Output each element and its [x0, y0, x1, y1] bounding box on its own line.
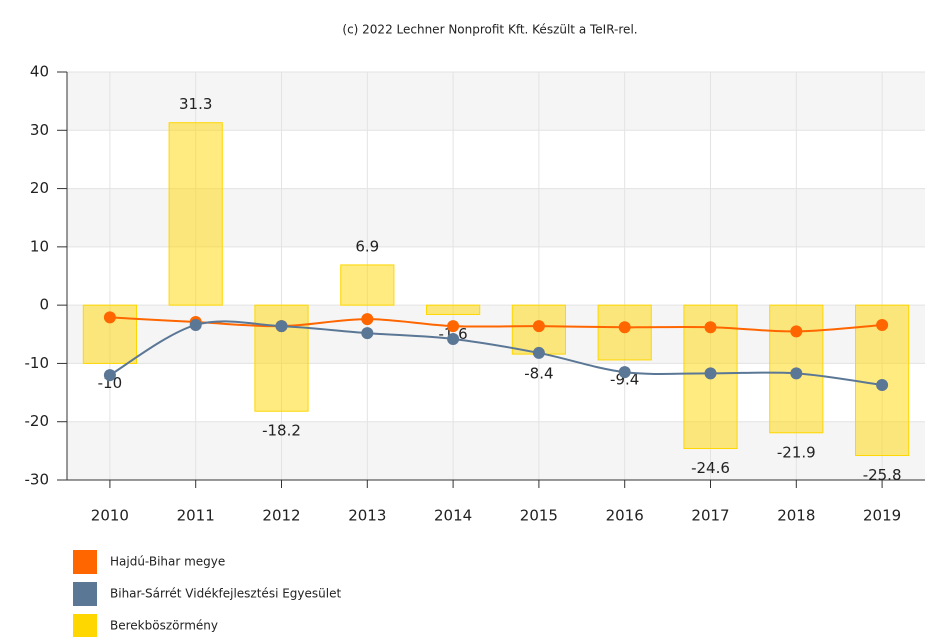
- y-tick-label: 0: [39, 296, 49, 314]
- point: [790, 325, 803, 338]
- data-label: -21.9: [777, 443, 816, 461]
- point: [618, 321, 631, 334]
- data-label: -24.6: [691, 459, 730, 477]
- point: [532, 320, 545, 333]
- legend-swatch: [73, 550, 97, 574]
- point: [876, 378, 889, 391]
- data-label: 31.3: [179, 95, 212, 113]
- legend-label: Berekböszörmény: [110, 619, 218, 633]
- y-tick-label: -30: [25, 471, 50, 489]
- y-tick-label: 40: [30, 63, 49, 81]
- point: [103, 369, 116, 382]
- legend-swatch: [73, 582, 97, 606]
- line: [109, 320, 883, 386]
- bar: [168, 122, 223, 306]
- x-tick-label: 2017: [691, 507, 729, 525]
- y-tick-label: -20: [25, 412, 50, 430]
- plot-band: [67, 72, 925, 131]
- point: [704, 321, 717, 334]
- y-tick-label: 10: [30, 237, 49, 255]
- y-tick-label: 30: [30, 121, 49, 139]
- point: [704, 367, 717, 380]
- point: [618, 366, 631, 379]
- data-label: -9.4: [610, 370, 639, 388]
- bar: [426, 304, 481, 315]
- x-tick-label: 2018: [777, 507, 815, 525]
- legend-label: Bihar-Sárrét Vidékfejlesztési Egyesület: [110, 587, 341, 601]
- legend-label: Hajdú-Bihar megye: [110, 555, 225, 569]
- y-tick-label: -10: [25, 354, 50, 372]
- point: [532, 346, 545, 359]
- y-tick-label: 20: [30, 179, 49, 197]
- x-tick-label: 2015: [520, 507, 558, 525]
- chart-title: (c) 2022 Lechner Nonprofit Kft. Készült …: [342, 23, 637, 37]
- point: [189, 318, 202, 331]
- bar: [340, 264, 395, 306]
- point: [275, 320, 288, 333]
- point: [790, 367, 803, 380]
- x-tick-label: 2014: [434, 507, 472, 525]
- legend-swatch: [73, 614, 97, 637]
- data-label: 6.9: [355, 237, 379, 255]
- data-label: -25.8: [863, 466, 902, 484]
- point: [447, 332, 460, 345]
- data-label: -10: [98, 374, 123, 392]
- point: [876, 318, 889, 331]
- point: [103, 311, 116, 324]
- x-tick-label: 2019: [863, 507, 901, 525]
- data-label: -8.4: [524, 365, 553, 383]
- x-tick-label: 2011: [177, 507, 215, 525]
- line: [109, 316, 883, 333]
- x-tick-label: 2016: [606, 507, 644, 525]
- point: [447, 320, 460, 333]
- x-tick-label: 2013: [348, 507, 386, 525]
- point: [361, 327, 374, 340]
- x-tick-label: 2010: [91, 507, 129, 525]
- data-label: -18.2: [262, 422, 301, 440]
- point: [361, 313, 374, 326]
- x-tick-label: 2012: [262, 507, 300, 525]
